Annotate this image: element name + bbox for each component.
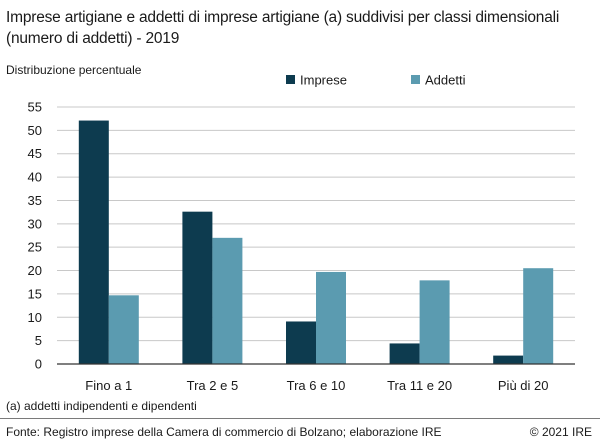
chart-subtitle: Distribuzione percentuale bbox=[6, 63, 142, 77]
y-tick-label: 15 bbox=[28, 286, 42, 301]
legend-label-imprese: Imprese bbox=[300, 73, 347, 88]
y-tick-label: 5 bbox=[35, 333, 42, 348]
y-tick-label: 50 bbox=[28, 123, 42, 138]
legend-label-addetti: Addetti bbox=[425, 73, 466, 88]
footer-divider bbox=[0, 418, 600, 419]
legend: Imprese Addetti bbox=[286, 73, 466, 88]
x-tick-label: Tra 11 e 20 bbox=[387, 378, 452, 393]
y-tick-label: 45 bbox=[28, 146, 42, 161]
bars bbox=[78, 120, 554, 365]
y-tick-label: 20 bbox=[28, 263, 42, 278]
x-tick-label: Tra 6 e 10 bbox=[287, 378, 346, 393]
y-tick-label: 30 bbox=[28, 216, 42, 231]
x-tick-label: Tra 2 e 5 bbox=[187, 378, 239, 393]
bar-addetti bbox=[108, 295, 139, 364]
copyright: © 2021 IRE bbox=[529, 425, 592, 439]
bar-imprese bbox=[182, 211, 213, 364]
y-tick-label: 0 bbox=[35, 357, 42, 372]
y-tick-label: 35 bbox=[28, 193, 42, 208]
bar-addetti bbox=[316, 271, 346, 364]
y-tick-label: 55 bbox=[28, 100, 42, 115]
bar-imprese bbox=[389, 343, 420, 364]
x-tick-label: Più di 20 bbox=[498, 378, 549, 393]
bar-addetti bbox=[212, 237, 243, 364]
x-axis-tick-labels: Fino a 1 Tra 2 e 5 Tra 6 e 10 Tra 11 e 20 Pi… bbox=[85, 378, 548, 393]
x-tick-label: Fino a 1 bbox=[85, 378, 132, 393]
legend-swatch-imprese bbox=[286, 75, 295, 84]
bar-imprese bbox=[286, 321, 316, 364]
bar-addetti bbox=[419, 280, 450, 364]
footnote: (a) addetti indipendenti e dipendenti bbox=[6, 399, 197, 413]
chart-title: Imprese artigiane e addetti di imprese a… bbox=[6, 9, 560, 47]
y-tick-label: 25 bbox=[28, 240, 42, 255]
y-tick-label: 10 bbox=[28, 310, 42, 325]
bar-imprese bbox=[78, 120, 109, 365]
source-note: Fonte: Registro imprese della Camera di … bbox=[6, 425, 442, 439]
legend-swatch-addetti bbox=[411, 75, 420, 84]
y-tick-label: 40 bbox=[28, 170, 42, 185]
y-axis-tick-labels: 0 5 10 15 20 25 30 35 40 45 50 55 bbox=[28, 100, 42, 372]
bar-imprese bbox=[493, 355, 524, 364]
bar-addetti bbox=[523, 268, 554, 364]
